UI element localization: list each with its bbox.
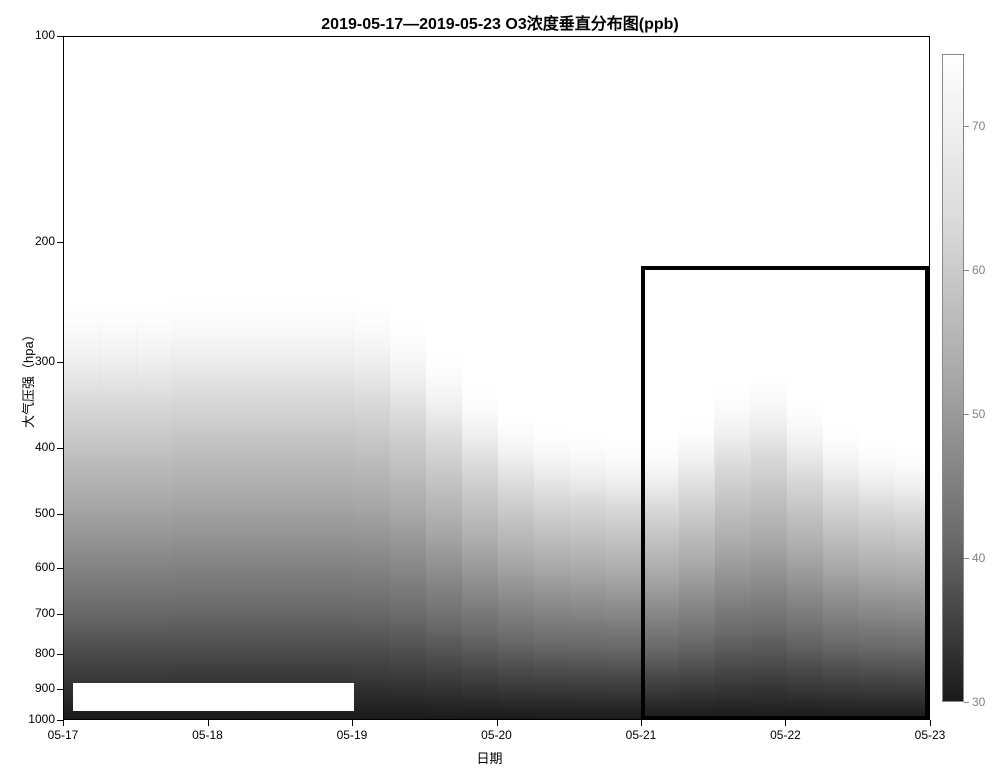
chart-container: 2019-05-17—2019-05-23 O3浓度垂直分布图(ppb) 大气压… [0, 0, 1000, 777]
y-tick-mark [57, 654, 63, 655]
y-tick-label: 900 [15, 681, 55, 695]
y-tick-mark [57, 242, 63, 243]
heatmap-column [389, 309, 426, 719]
x-tick-mark [641, 720, 642, 726]
heatmap-column [534, 418, 571, 719]
y-tick-mark [57, 514, 63, 515]
heatmap-column [100, 288, 137, 719]
y-tick-mark [57, 568, 63, 569]
y-tick-mark [57, 689, 63, 690]
y-tick-label: 200 [15, 234, 55, 248]
x-tick-mark [930, 720, 931, 726]
colorbar [942, 54, 964, 702]
colorbar-tick-mark [964, 702, 969, 703]
colorbar-tick-label: 40 [972, 551, 985, 565]
heatmap-column [425, 343, 462, 719]
heatmap-column [353, 288, 390, 719]
heatmap-column [281, 281, 318, 719]
y-axis-label: 大气压强（hpa） [18, 328, 37, 428]
heatmap-column [172, 281, 209, 719]
x-tick-label: 05-23 [915, 728, 946, 742]
colorbar-tick-label: 50 [972, 407, 985, 421]
x-tick-mark [497, 720, 498, 726]
x-tick-mark [208, 720, 209, 726]
x-tick-label: 05-18 [192, 728, 223, 742]
x-tick-label: 05-19 [337, 728, 368, 742]
colorbar-tick-label: 70 [972, 119, 985, 133]
x-axis-label: 日期 [477, 748, 503, 767]
y-tick-mark [57, 362, 63, 363]
heatmap-column [606, 432, 643, 719]
heatmap-column [498, 404, 535, 719]
heatmap-column [209, 281, 246, 719]
y-tick-label: 400 [15, 440, 55, 454]
y-tick-mark [57, 614, 63, 615]
colorbar-tick-mark [964, 126, 969, 127]
x-tick-label: 05-21 [626, 728, 657, 742]
y-tick-label: 800 [15, 646, 55, 660]
x-tick-label: 05-22 [770, 728, 801, 742]
colorbar-tick-mark [964, 558, 969, 559]
colorbar-tick-label: 60 [972, 263, 985, 277]
y-tick-mark [57, 448, 63, 449]
heatmap-column [570, 425, 607, 719]
chart-title: 2019-05-17—2019-05-23 O3浓度垂直分布图(ppb) [0, 10, 1000, 34]
x-tick-label: 05-17 [48, 728, 79, 742]
y-tick-label: 1000 [15, 712, 55, 726]
y-tick-mark [57, 36, 63, 37]
y-tick-label: 100 [15, 28, 55, 42]
heatmap-column [136, 288, 173, 719]
annotation-box [641, 266, 930, 719]
heatmap-column [64, 288, 101, 719]
y-tick-label: 500 [15, 506, 55, 520]
white-overlay-bar [73, 683, 355, 710]
x-tick-mark [785, 720, 786, 726]
colorbar-tick-mark [964, 414, 969, 415]
heatmap-column [317, 281, 354, 719]
x-tick-mark [352, 720, 353, 726]
colorbar-tick-mark [964, 270, 969, 271]
colorbar-tick-label: 30 [972, 695, 985, 709]
heatmap-column [461, 377, 498, 719]
x-tick-label: 05-20 [481, 728, 512, 742]
y-tick-label: 600 [15, 560, 55, 574]
y-tick-label: 300 [15, 354, 55, 368]
y-tick-label: 700 [15, 606, 55, 620]
plot-area [63, 36, 930, 720]
heatmap-column [245, 281, 282, 719]
x-tick-mark [63, 720, 64, 726]
